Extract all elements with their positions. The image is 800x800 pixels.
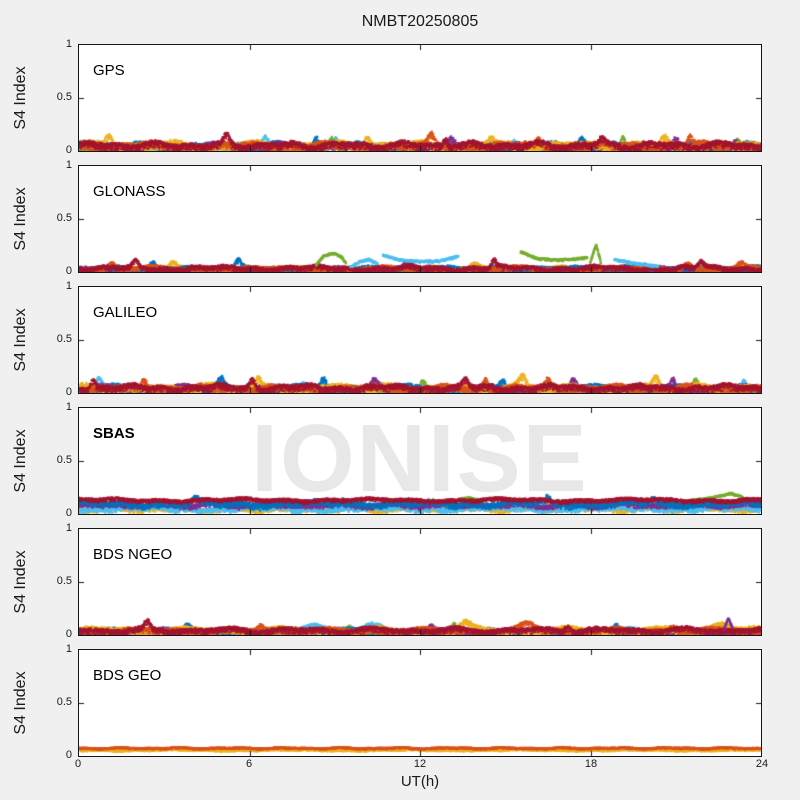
plot-area: GALILEO [78, 286, 762, 394]
scatter-canvas [79, 166, 761, 272]
panel-sbas: S4 Index 1 0.5 0 IONISE SBAS [0, 401, 800, 519]
y-tick-label: 1 [65, 522, 72, 534]
scatter-canvas [79, 45, 761, 151]
y-axis-label: S4 Index [12, 429, 29, 493]
panel-bds-ngeo: S4 Index 1 0.5 0 BDS NGEO [0, 522, 800, 640]
y-tick-label: 0 [65, 507, 72, 519]
y-axis-label: S4 Index [12, 308, 29, 372]
y-tick-label: 1 [65, 643, 72, 655]
scatter-canvas [79, 408, 761, 514]
panel-label: GALILEO [93, 304, 158, 321]
figure-title: NMBT20250805 [361, 13, 479, 30]
y-tick-label: 0 [65, 628, 72, 640]
y-tick-label: 0.5 [56, 91, 72, 103]
x-tick-label: 18 [584, 758, 598, 770]
y-tick-label: 1 [65, 38, 72, 50]
plot-area: BDS NGEO [78, 528, 762, 636]
y-axis-label: S4 Index [12, 550, 29, 614]
y-tick-label: 1 [65, 401, 72, 413]
y-tick-label: 0.5 [56, 575, 72, 587]
panel-label: BDS NGEO [93, 546, 173, 563]
panel-galileo: S4 Index 1 0.5 0 GALILEO [0, 280, 800, 398]
x-tick-label: 6 [245, 758, 253, 770]
plot-area: IONISE SBAS [78, 407, 762, 515]
y-tick-label: 1 [65, 280, 72, 292]
y-tick-label: 0.5 [56, 333, 72, 345]
scatter-canvas [79, 529, 761, 635]
panel-gps: S4 Index 1 0.5 0 GPS [0, 38, 800, 156]
plot-area: BDS GEO [78, 649, 762, 757]
panel-glonass: S4 Index 1 0.5 0 GLONASS [0, 159, 800, 277]
scatter-canvas [79, 650, 761, 756]
y-axis-label: S4 Index [12, 671, 29, 735]
x-tick-label: 12 [413, 758, 427, 770]
y-tick-label: 0.5 [56, 212, 72, 224]
panel-label: GPS [93, 62, 125, 79]
y-axis-label: S4 Index [12, 187, 29, 251]
panel-label: SBAS [93, 425, 135, 442]
y-tick-label: 1 [65, 159, 72, 171]
y-tick-label: 0 [65, 144, 72, 156]
y-tick-label: 0 [65, 749, 72, 761]
x-axis-label: UT(h) [400, 773, 440, 790]
x-tick-label: 0 [74, 758, 82, 770]
y-tick-label: 0.5 [56, 696, 72, 708]
panel-bds-geo: S4 Index 1 0.5 0 BDS GEO [0, 643, 800, 761]
y-axis-label: S4 Index [12, 66, 29, 130]
plot-area: GPS [78, 44, 762, 152]
panel-label: GLONASS [93, 183, 166, 200]
y-tick-label: 0 [65, 265, 72, 277]
x-axis: 0 6 12 18 24 UT(h) [0, 755, 800, 800]
x-tick-label: 24 [755, 758, 769, 770]
y-tick-label: 0 [65, 386, 72, 398]
scatter-canvas [79, 287, 761, 393]
y-tick-label: 0.5 [56, 454, 72, 466]
panel-label: BDS GEO [93, 667, 162, 684]
plot-area: GLONASS [78, 165, 762, 273]
